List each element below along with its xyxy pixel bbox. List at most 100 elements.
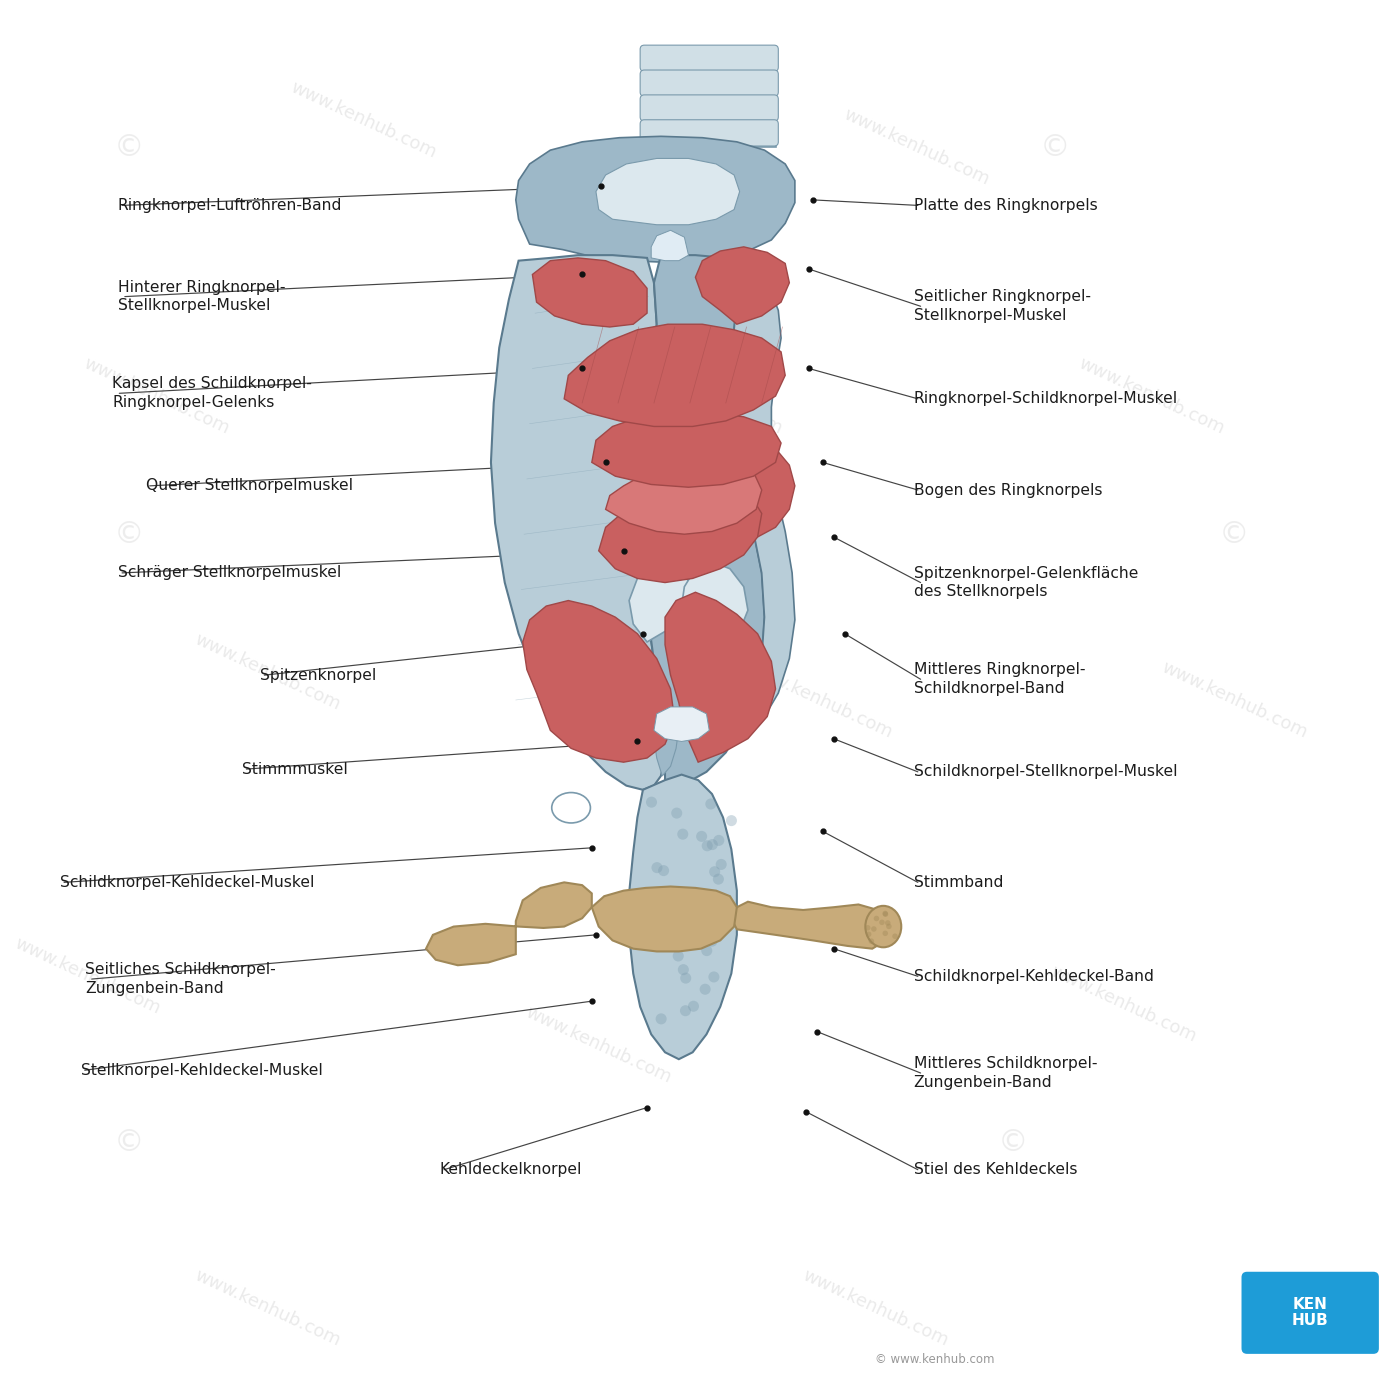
Circle shape bbox=[715, 860, 727, 869]
Text: Stiel des Kehldeckels: Stiel des Kehldeckels bbox=[914, 1162, 1077, 1177]
FancyBboxPatch shape bbox=[640, 70, 778, 97]
Circle shape bbox=[680, 973, 692, 984]
Circle shape bbox=[865, 931, 871, 937]
Polygon shape bbox=[522, 601, 675, 762]
Circle shape bbox=[696, 830, 707, 841]
Polygon shape bbox=[651, 230, 689, 260]
Text: ©: © bbox=[113, 519, 144, 549]
Text: Stimmmuskel: Stimmmuskel bbox=[242, 762, 349, 777]
Polygon shape bbox=[665, 592, 776, 762]
Circle shape bbox=[868, 938, 874, 944]
Circle shape bbox=[892, 934, 897, 939]
Circle shape bbox=[713, 874, 724, 885]
Circle shape bbox=[650, 914, 661, 925]
FancyBboxPatch shape bbox=[640, 45, 778, 71]
Text: www.kenhub.com: www.kenhub.com bbox=[288, 78, 440, 161]
Text: Stimmband: Stimmband bbox=[914, 875, 1002, 890]
Text: www.kenhub.com: www.kenhub.com bbox=[633, 354, 785, 438]
Text: Mittleres Ringknorpel-
Schildknorpel-Band: Mittleres Ringknorpel- Schildknorpel-Ban… bbox=[914, 662, 1085, 696]
Polygon shape bbox=[729, 272, 795, 728]
Text: Seitliches Schildknorpel-
Zungenbein-Band: Seitliches Schildknorpel- Zungenbein-Ban… bbox=[85, 962, 276, 995]
Text: Kapsel des Schildknorpel-
Ringknorpel-Gelenks: Kapsel des Schildknorpel- Ringknorpel-Ge… bbox=[112, 377, 312, 410]
Polygon shape bbox=[654, 707, 679, 776]
Text: Spitzenknorpel: Spitzenknorpel bbox=[260, 668, 377, 683]
Polygon shape bbox=[643, 255, 764, 790]
Circle shape bbox=[680, 1005, 692, 1016]
Circle shape bbox=[645, 797, 657, 808]
Text: © www.kenhub.com: © www.kenhub.com bbox=[875, 1352, 994, 1366]
Text: Mittleres Schildknorpel-
Zungenbein-Band: Mittleres Schildknorpel- Zungenbein-Band bbox=[914, 1056, 1098, 1089]
Text: www.kenhub.com: www.kenhub.com bbox=[840, 105, 993, 189]
Circle shape bbox=[673, 951, 683, 962]
Text: Hinterer Ringknorpel-
Stellknorpel-Muskel: Hinterer Ringknorpel- Stellknorpel-Muske… bbox=[118, 280, 286, 314]
FancyBboxPatch shape bbox=[640, 95, 778, 122]
Text: Ringknorpel-Luftröhren-Band: Ringknorpel-Luftröhren-Band bbox=[118, 197, 343, 213]
Circle shape bbox=[700, 984, 711, 995]
Text: Stellknorpel-Kehldeckel-Muskel: Stellknorpel-Kehldeckel-Muskel bbox=[81, 1063, 322, 1078]
Text: Schildknorpel-Kehldeckel-Band: Schildknorpel-Kehldeckel-Band bbox=[914, 969, 1154, 984]
Text: Seitlicher Ringknorpel-
Stellknorpel-Muskel: Seitlicher Ringknorpel- Stellknorpel-Mus… bbox=[914, 290, 1091, 323]
Polygon shape bbox=[629, 554, 689, 643]
Text: Schildknorpel-Stellknorpel-Muskel: Schildknorpel-Stellknorpel-Muskel bbox=[914, 764, 1177, 780]
Circle shape bbox=[678, 829, 689, 840]
Polygon shape bbox=[426, 882, 592, 965]
Circle shape bbox=[655, 1014, 666, 1025]
Polygon shape bbox=[629, 774, 736, 1060]
Circle shape bbox=[871, 927, 876, 932]
Text: www.kenhub.com: www.kenhub.com bbox=[1075, 354, 1228, 438]
FancyBboxPatch shape bbox=[1242, 1271, 1379, 1354]
Circle shape bbox=[658, 865, 669, 876]
Ellipse shape bbox=[552, 792, 591, 823]
Text: Kehldeckelknorpel: Kehldeckelknorpel bbox=[440, 1162, 582, 1177]
Text: ©: © bbox=[1039, 133, 1070, 162]
Polygon shape bbox=[599, 482, 762, 582]
Polygon shape bbox=[682, 561, 748, 648]
Polygon shape bbox=[729, 902, 889, 949]
Circle shape bbox=[708, 972, 720, 983]
Text: www.kenhub.com: www.kenhub.com bbox=[81, 354, 232, 438]
Text: ©: © bbox=[1219, 519, 1249, 549]
Polygon shape bbox=[592, 886, 736, 952]
Polygon shape bbox=[592, 413, 781, 487]
Circle shape bbox=[883, 911, 888, 917]
Text: Schräger Stellknorpelmuskel: Schräger Stellknorpelmuskel bbox=[118, 566, 342, 581]
Polygon shape bbox=[491, 255, 665, 790]
Circle shape bbox=[874, 916, 879, 921]
Circle shape bbox=[701, 840, 713, 851]
Text: www.kenhub.com: www.kenhub.com bbox=[799, 1266, 951, 1350]
Circle shape bbox=[651, 862, 662, 874]
Text: KEN
HUB: KEN HUB bbox=[1292, 1298, 1329, 1329]
Circle shape bbox=[687, 1001, 699, 1012]
Polygon shape bbox=[696, 435, 795, 538]
Circle shape bbox=[713, 834, 724, 846]
Circle shape bbox=[882, 910, 888, 916]
FancyBboxPatch shape bbox=[640, 120, 778, 146]
Text: www.kenhub.com: www.kenhub.com bbox=[192, 630, 343, 714]
Text: www.kenhub.com: www.kenhub.com bbox=[743, 658, 896, 742]
Polygon shape bbox=[596, 158, 739, 225]
Circle shape bbox=[666, 932, 678, 944]
Circle shape bbox=[708, 917, 720, 928]
Circle shape bbox=[706, 798, 717, 809]
Circle shape bbox=[725, 815, 736, 826]
Circle shape bbox=[886, 924, 892, 930]
Text: Ringknorpel-Schildknorpel-Muskel: Ringknorpel-Schildknorpel-Muskel bbox=[914, 392, 1177, 406]
Text: Schildknorpel-Kehldeckel-Muskel: Schildknorpel-Kehldeckel-Muskel bbox=[60, 875, 314, 890]
Text: www.kenhub.com: www.kenhub.com bbox=[1158, 658, 1310, 742]
Text: ©: © bbox=[113, 1127, 144, 1156]
Text: www.kenhub.com: www.kenhub.com bbox=[192, 1266, 343, 1350]
Polygon shape bbox=[606, 458, 762, 535]
Circle shape bbox=[678, 965, 689, 976]
Text: www.kenhub.com: www.kenhub.com bbox=[11, 935, 164, 1018]
Polygon shape bbox=[515, 136, 795, 262]
Circle shape bbox=[707, 839, 718, 850]
Circle shape bbox=[882, 931, 888, 937]
Text: ©: © bbox=[113, 133, 144, 162]
Text: Spitzenknorpel-Gelenkfläche
des Stellknorpels: Spitzenknorpel-Gelenkfläche des Stellkno… bbox=[914, 566, 1138, 599]
Circle shape bbox=[879, 920, 885, 925]
Circle shape bbox=[707, 935, 718, 946]
Text: Bogen des Ringknorpels: Bogen des Ringknorpels bbox=[914, 483, 1102, 497]
Circle shape bbox=[671, 808, 682, 819]
Polygon shape bbox=[564, 325, 785, 427]
Text: www.kenhub.com: www.kenhub.com bbox=[522, 1004, 675, 1088]
